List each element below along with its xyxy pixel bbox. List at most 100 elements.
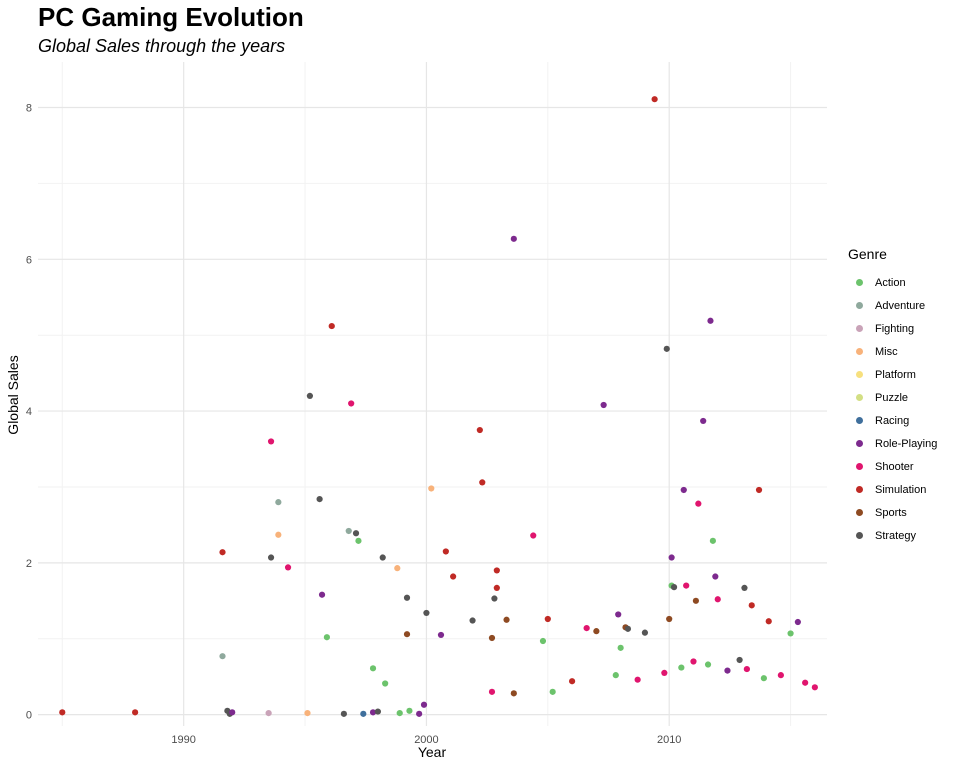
data-point bbox=[469, 617, 476, 624]
y-axis-title: Global Sales bbox=[5, 355, 21, 434]
data-point bbox=[382, 680, 389, 687]
legend-dot-icon bbox=[856, 371, 863, 378]
data-point bbox=[634, 676, 641, 683]
data-point bbox=[670, 584, 678, 591]
data-point bbox=[700, 417, 707, 425]
y-tick-label: 4 bbox=[26, 406, 32, 418]
data-point bbox=[328, 322, 335, 330]
data-point bbox=[510, 690, 517, 697]
data-point bbox=[794, 618, 801, 626]
data-point bbox=[743, 665, 750, 673]
data-point bbox=[267, 438, 275, 445]
data-point bbox=[428, 485, 435, 492]
legend-label: Fighting bbox=[875, 322, 915, 335]
data-point bbox=[741, 584, 748, 591]
data-point bbox=[491, 595, 498, 602]
data-point bbox=[568, 678, 576, 685]
chart-subtitle: Global Sales through the years bbox=[38, 36, 286, 56]
data-point bbox=[707, 317, 714, 324]
data-point bbox=[369, 665, 377, 672]
y-tick-label: 8 bbox=[26, 103, 32, 115]
legend-item: Racing bbox=[848, 409, 937, 432]
data-point bbox=[539, 637, 547, 645]
data-point bbox=[374, 708, 381, 715]
legend: Genre Action Adventure Fighting Misc Platfor… bbox=[848, 246, 937, 547]
data-point bbox=[712, 573, 719, 580]
data-point bbox=[488, 634, 496, 642]
legend-dot-icon bbox=[856, 279, 863, 286]
data-point bbox=[777, 672, 784, 679]
y-tick-label: 6 bbox=[26, 254, 32, 266]
data-point bbox=[765, 618, 772, 625]
data-point bbox=[306, 392, 314, 399]
data-point bbox=[510, 235, 517, 242]
data-point bbox=[479, 479, 486, 486]
legend-items: Action Adventure Fighting Misc Platform Puzzl… bbox=[848, 271, 937, 547]
legend-label: Platform bbox=[875, 368, 916, 381]
legend-label: Shooter bbox=[875, 460, 914, 473]
data-point bbox=[530, 532, 537, 539]
data-point bbox=[692, 597, 700, 604]
data-point bbox=[690, 658, 697, 665]
legend-item: Puzzle bbox=[848, 386, 937, 409]
legend-dot-icon bbox=[856, 532, 863, 539]
data-point bbox=[661, 669, 668, 676]
data-point bbox=[615, 611, 622, 618]
data-point bbox=[748, 602, 755, 609]
data-point bbox=[488, 688, 496, 695]
data-point bbox=[704, 661, 712, 668]
data-point bbox=[617, 644, 624, 651]
legend-label: Racing bbox=[875, 414, 910, 427]
legend-dot-icon bbox=[856, 394, 863, 401]
data-point bbox=[600, 401, 607, 409]
data-point bbox=[593, 628, 600, 635]
legend-label: Action bbox=[875, 276, 906, 289]
data-point bbox=[275, 499, 282, 506]
data-point bbox=[442, 548, 449, 555]
data-point bbox=[714, 596, 721, 603]
legend-item: Fighting bbox=[848, 317, 937, 340]
data-point bbox=[755, 486, 763, 494]
legend-item: Strategy bbox=[848, 524, 937, 547]
legend-dot-icon bbox=[856, 463, 863, 470]
data-point bbox=[403, 594, 411, 601]
data-point bbox=[345, 527, 352, 535]
legend-label: Misc bbox=[875, 345, 898, 358]
data-point bbox=[549, 688, 556, 695]
data-point bbox=[355, 537, 362, 544]
x-tick-label: 2000 bbox=[414, 734, 438, 746]
data-point bbox=[316, 496, 323, 503]
legend-item: Sports bbox=[848, 501, 937, 524]
legend-label: Puzzle bbox=[875, 391, 909, 404]
data-point bbox=[503, 616, 510, 623]
data-point bbox=[360, 710, 367, 717]
data-point bbox=[811, 684, 818, 691]
data-point bbox=[318, 591, 326, 598]
legend-item: Simulation bbox=[848, 478, 937, 501]
data-point bbox=[420, 701, 428, 708]
x-tick-label: 2010 bbox=[657, 734, 681, 746]
data-point bbox=[683, 582, 690, 589]
data-point bbox=[476, 426, 483, 434]
data-point bbox=[544, 615, 551, 623]
data-point bbox=[265, 709, 272, 717]
legend-item: Action bbox=[848, 271, 937, 294]
data-point bbox=[680, 486, 687, 494]
legend-dot-icon bbox=[856, 325, 863, 332]
data-point bbox=[267, 554, 275, 561]
legend-dot-icon bbox=[856, 486, 863, 493]
data-point bbox=[423, 609, 430, 617]
tick-labels: 1990 2000 2010 0 2 4 6 8 bbox=[26, 103, 682, 746]
legend-title: Genre bbox=[848, 246, 887, 262]
data-point bbox=[323, 634, 330, 641]
data-point bbox=[493, 584, 500, 591]
data-point bbox=[678, 664, 685, 671]
data-point bbox=[760, 675, 767, 682]
data-point bbox=[406, 707, 413, 714]
legend-item: Shooter bbox=[848, 455, 937, 478]
data-point bbox=[229, 709, 236, 716]
data-point bbox=[275, 531, 282, 538]
legend-dot-icon bbox=[856, 440, 863, 447]
legend-item: Platform bbox=[848, 363, 937, 386]
